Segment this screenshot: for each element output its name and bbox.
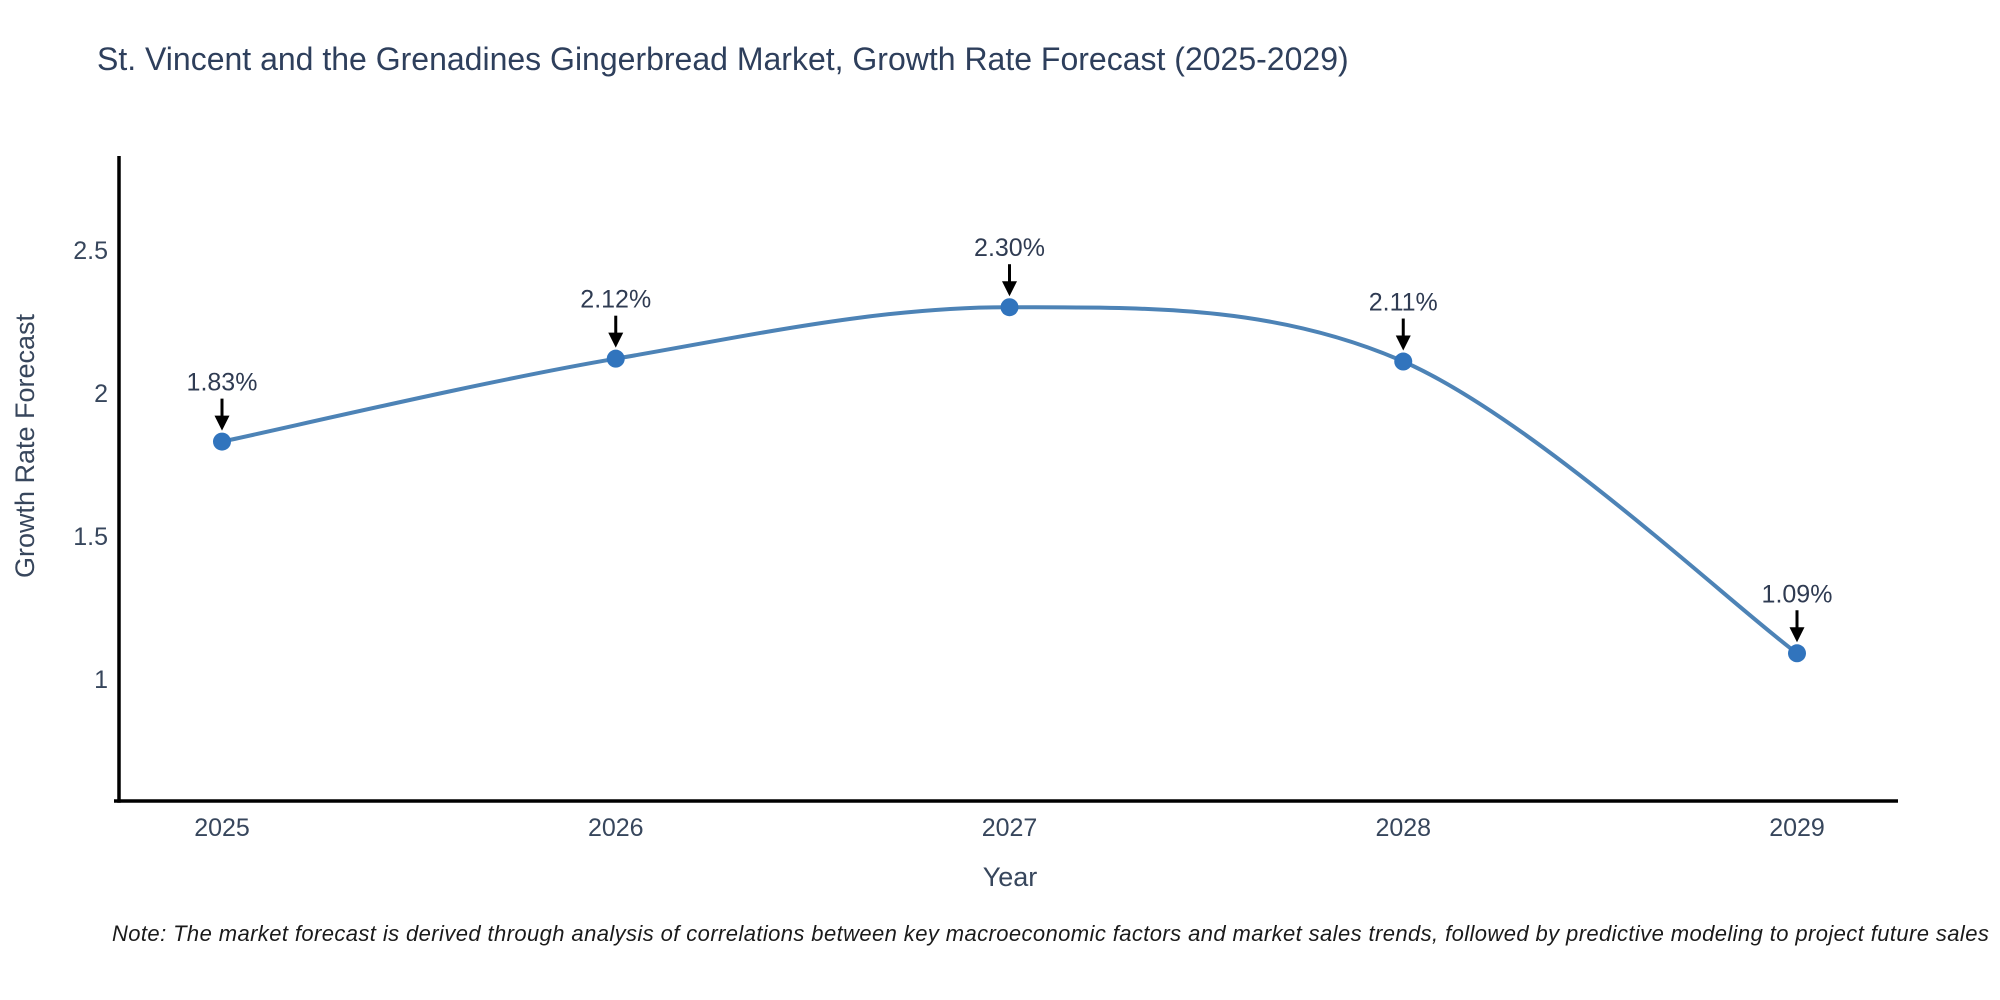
- point-value-label: 2.12%: [580, 286, 651, 314]
- annotation-arrowhead-icon: [608, 332, 624, 348]
- y-tick-label: 2.5: [73, 237, 108, 265]
- point-value-label: 1.09%: [1762, 580, 1833, 608]
- x-axis-ticks: 2025 2026 2027 2028 2029: [194, 814, 1825, 842]
- point-value-label: 2.11%: [1369, 289, 1438, 317]
- chart-title: St. Vincent and the Grenadines Gingerbre…: [97, 41, 1349, 77]
- forecast-line: [220, 305, 1799, 656]
- data-point: [1000, 298, 1019, 317]
- y-tick-label: 2: [94, 380, 108, 408]
- series-group: [213, 298, 1806, 663]
- x-tick-label: 2029: [1769, 814, 1825, 842]
- data-point: [213, 432, 231, 451]
- x-tick-label: 2026: [588, 814, 644, 842]
- x-tick-label: 2025: [194, 814, 250, 842]
- point-value-label: 2.30%: [974, 234, 1045, 262]
- annotation-arrowhead-icon: [214, 415, 230, 431]
- y-axis-ticks: 2.5 2 1.5 1: [73, 237, 108, 694]
- y-tick-label: 1: [94, 666, 108, 694]
- annotation-arrowhead-icon: [1789, 627, 1805, 643]
- data-point: [606, 349, 625, 368]
- annotation-arrowhead-icon: [1002, 281, 1017, 297]
- data-point: [1788, 644, 1806, 663]
- y-tick-label: 1.5: [73, 523, 108, 551]
- x-axis-title: Year: [983, 862, 1038, 892]
- x-tick-label: 2028: [1375, 814, 1431, 842]
- annotations-group: 1.83% 2.12% 2.30% 2.11% 1.09%: [187, 234, 1833, 643]
- data-point: [1394, 352, 1413, 371]
- x-tick-label: 2027: [982, 814, 1038, 842]
- y-axis-title: Growth Rate Forecast: [10, 313, 40, 578]
- footnote: Note: The market forecast is derived thr…: [112, 921, 1989, 946]
- annotation-arrowhead-icon: [1395, 335, 1411, 351]
- point-value-label: 1.83%: [187, 369, 258, 397]
